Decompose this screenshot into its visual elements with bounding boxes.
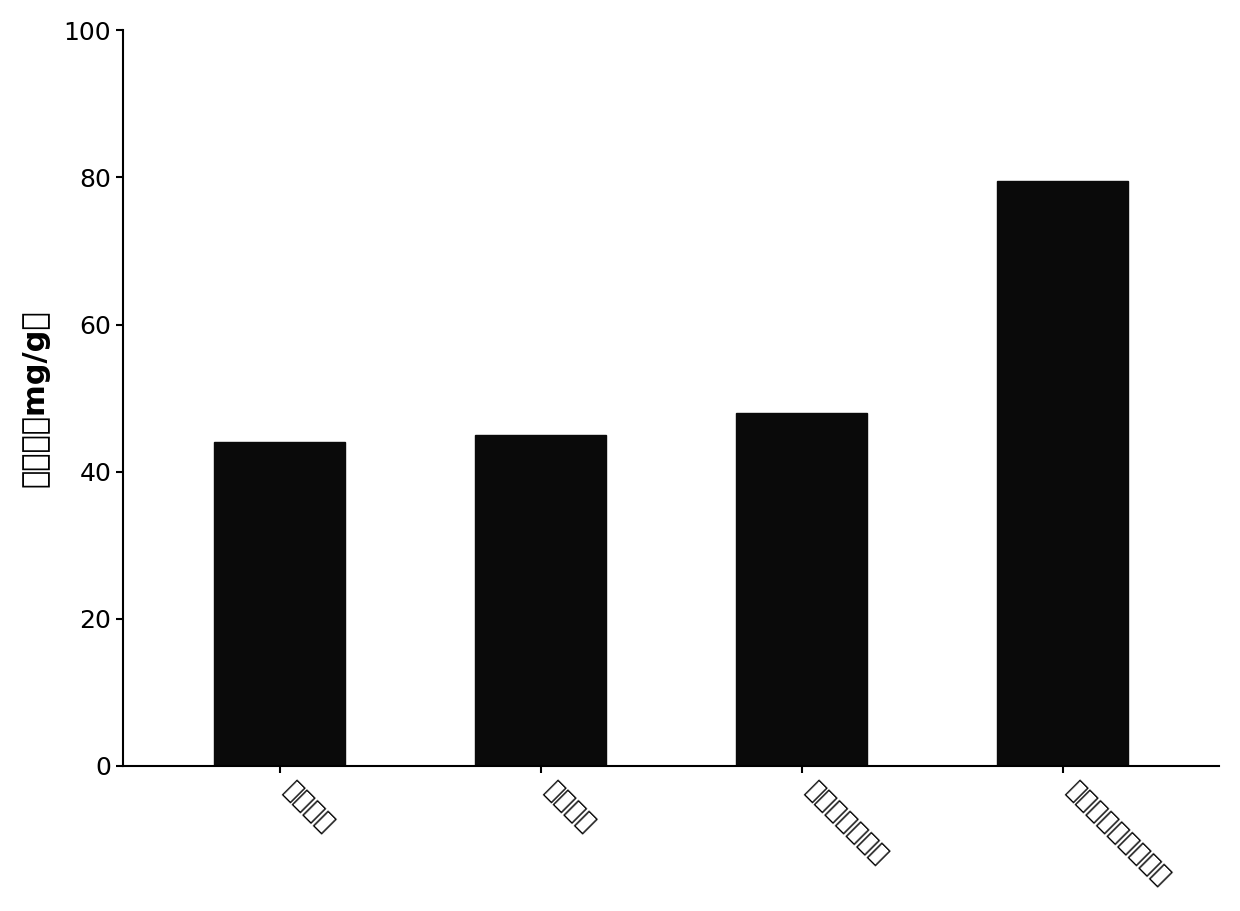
Bar [997,181,1128,766]
Bar [737,413,867,766]
Bar [215,442,345,766]
Y-axis label: 吸附量（mg/g）: 吸附量（mg/g） [21,310,50,487]
Bar [475,435,606,766]
